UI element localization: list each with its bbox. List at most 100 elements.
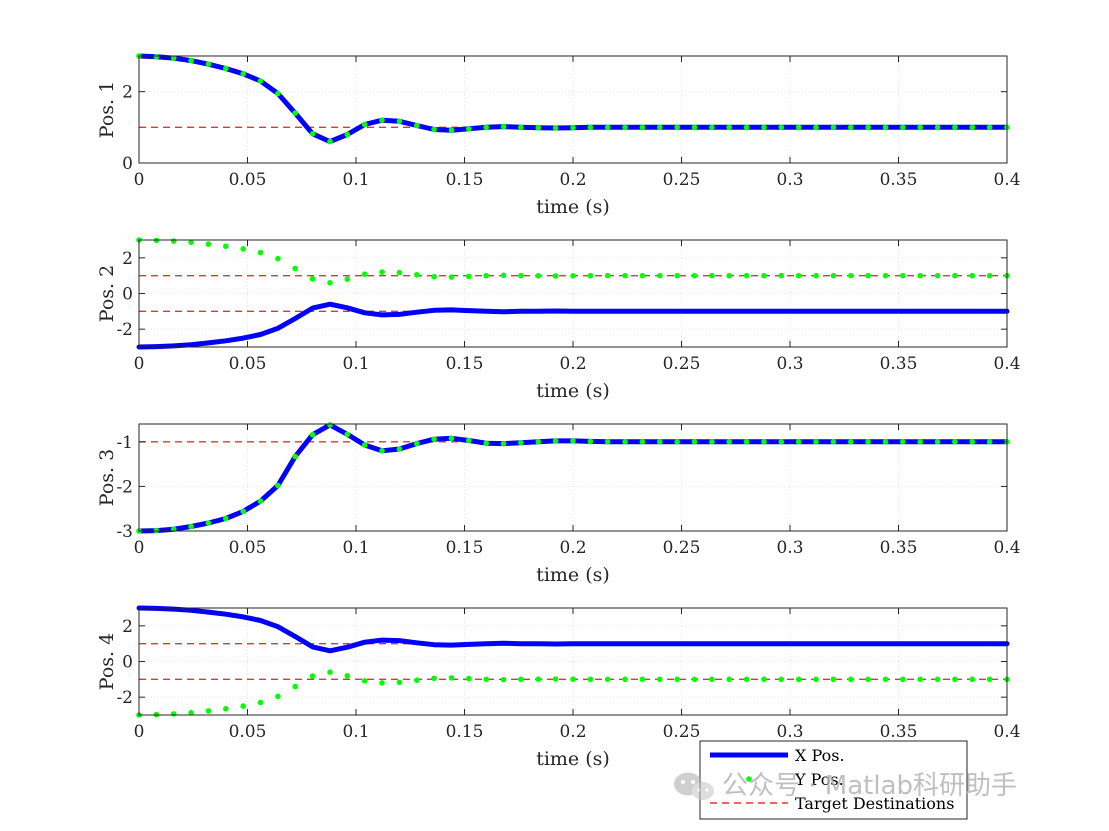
data-point-y-pos [622,439,628,445]
data-point-y-pos [691,439,698,445]
y-axis-label: Pos. 2 [96,265,118,322]
data-point-y-pos [535,273,542,279]
data-point-y-pos [292,265,299,272]
data-point-y-pos [691,124,698,131]
series-dots-y-pos [136,237,1010,286]
data-point-y-pos [709,124,715,131]
data-point-y-pos [240,71,246,77]
data-point-y-pos [500,272,507,279]
x-tick-label: 0.35 [880,170,918,190]
data-point-y-pos [848,439,854,445]
data-point-y-pos [327,669,333,675]
legend-swatch-y-pos [746,776,752,782]
x-tick-label: 0.1 [342,722,369,742]
data-point-y-pos [657,439,663,445]
data-point-y-pos [431,126,437,133]
data-point-y-pos [934,676,941,683]
data-point-y-pos [396,446,403,452]
x-tick-label: 0.3 [776,722,803,742]
data-point-y-pos [344,673,351,679]
data-point-y-pos [969,676,976,683]
data-point-y-pos [743,124,750,131]
x-tick-label: 0.4 [993,354,1020,374]
data-point-y-pos [709,676,715,683]
data-point-y-pos [934,439,941,445]
data-point-y-pos [570,676,576,682]
data-point-y-pos [674,124,680,131]
data-point-y-pos [379,680,385,686]
data-point-y-pos [604,272,611,279]
data-point-y-pos [257,699,264,706]
data-point-y-pos [587,438,594,445]
data-point-y-pos [170,55,177,61]
data-point-y-pos [483,272,490,279]
data-point-y-pos [170,238,177,244]
x-tick-label: 0.05 [229,170,267,190]
data-point-y-pos [691,676,698,683]
data-point-y-pos [743,676,750,683]
data-point-y-pos [709,272,715,279]
data-point-y-pos [309,673,316,679]
data-point-y-pos [848,124,854,131]
x-tick-label: 0.1 [342,354,369,374]
data-point-y-pos [969,124,976,131]
data-point-y-pos [778,439,785,445]
data-point-y-pos [466,437,472,444]
data-point-y-pos [205,61,212,67]
data-point-y-pos [552,125,559,131]
data-point-y-pos [882,124,889,131]
data-point-y-pos [778,272,785,279]
data-point-y-pos [639,124,646,131]
y-tick-label: 2 [122,617,133,637]
data-point-y-pos [900,676,906,683]
data-point-y-pos [604,676,611,683]
data-point-y-pos [275,255,281,262]
data-point-y-pos [188,709,194,716]
data-point-y-pos [604,124,611,131]
data-point-y-pos [205,241,212,247]
x-tick-label: 0.2 [559,170,586,190]
data-point-y-pos [986,676,993,683]
legend-label-x-pos: X Pos. [795,746,845,765]
data-point-y-pos [500,676,507,683]
data-point-y-pos [570,273,576,279]
series-line-x-pos [136,301,1010,350]
data-point-y-pos [309,131,316,137]
y-tick-label: 2 [122,249,133,269]
y-tick-label: -2 [116,477,133,497]
data-point-y-pos [587,124,594,131]
data-point-y-pos [622,124,628,131]
y-axis-label: Pos. 4 [96,633,118,690]
x-tick-label: 0 [134,170,145,190]
data-point-y-pos [275,693,281,700]
data-point-y-pos [396,118,403,125]
data-point-y-pos [709,439,715,445]
x-axis-label: time (s) [536,748,610,770]
data-point-y-pos [448,127,455,133]
data-point-y-pos [830,676,837,683]
x-axis-label: time (s) [536,564,610,586]
x-tick-label: 0.2 [559,354,586,374]
x-tick-label: 0.35 [880,538,918,558]
data-point-y-pos [257,498,264,504]
data-point-y-pos [917,439,923,445]
data-point-y-pos [552,676,559,682]
x-tick-label: 0.15 [446,538,484,558]
data-point-y-pos [535,124,542,131]
data-point-y-pos [900,439,906,445]
data-point-y-pos [830,439,837,445]
x-tick-label: 0.15 [446,354,484,374]
data-point-y-pos [275,90,281,97]
data-point-y-pos [309,431,316,438]
data-point-y-pos [188,239,194,246]
data-point-y-pos [674,439,680,445]
y-tick-label: 0 [122,285,133,305]
data-point-y-pos [813,124,819,131]
watermark-text: 公众号 · Matlab科研助手 [722,771,1017,801]
data-point-y-pos [327,422,333,428]
x-tick-label: 0.4 [993,538,1020,558]
data-point-y-pos [795,124,802,131]
